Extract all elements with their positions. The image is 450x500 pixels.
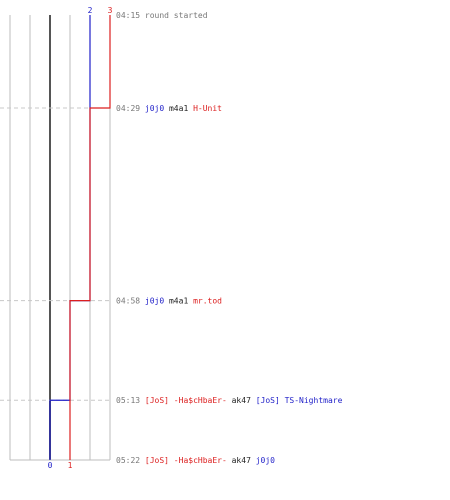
event-line-3: 05:13 [JoS] -Ha$cHbaEr- ak47 [JoS] TS-Ni… <box>116 396 343 405</box>
event-time: 04:58 <box>116 297 145 306</box>
event-part: mr.tod <box>193 297 222 306</box>
event-part: j0j0 <box>145 297 164 306</box>
event-guide-lines <box>0 107 112 401</box>
event-part: m4a1 <box>164 104 193 113</box>
event-line-4: 05:22 [JoS] -Ha$cHbaEr- ak47 j0j0 <box>116 456 275 465</box>
event-part: j0j0 <box>256 456 275 465</box>
series-bottom-label-0: 0 <box>48 461 53 470</box>
series-line-1 <box>69 15 111 460</box>
event-time: 05:13 <box>116 396 145 405</box>
series-top-label-0: 2 <box>88 6 93 15</box>
event-part: [JoS] -Ha$cHbaEr- <box>145 396 227 405</box>
event-part: j0j0 <box>145 104 164 113</box>
event-log: 04:15 round started 04:29 j0j0 m4a1 H-Uni… <box>116 11 343 465</box>
series-top-label-1: 3 <box>108 6 113 15</box>
event-line-0: 04:15 round started <box>116 11 208 20</box>
event-line-1: 04:29 j0j0 m4a1 H-Unit <box>116 104 222 113</box>
event-time: 05:22 <box>116 456 145 465</box>
event-part: [JoS] -Ha$cHbaEr- <box>145 456 227 465</box>
grid-layer <box>9 15 111 461</box>
event-time: 04:29 <box>116 104 145 113</box>
series-bottom-label-1: 1 <box>68 461 73 470</box>
event-part: H-Unit <box>193 104 222 113</box>
event-line-2: 04:58 j0j0 m4a1 mr.tod <box>116 297 222 306</box>
event-time: 04:15 <box>116 11 145 20</box>
event-part: [JoS] TS-Nightmare <box>256 396 343 405</box>
event-part: m4a1 <box>164 297 193 306</box>
event-part: ak47 <box>227 396 256 405</box>
series-layer <box>49 15 111 460</box>
event-part: round started <box>145 11 208 20</box>
event-part: ak47 <box>227 456 256 465</box>
